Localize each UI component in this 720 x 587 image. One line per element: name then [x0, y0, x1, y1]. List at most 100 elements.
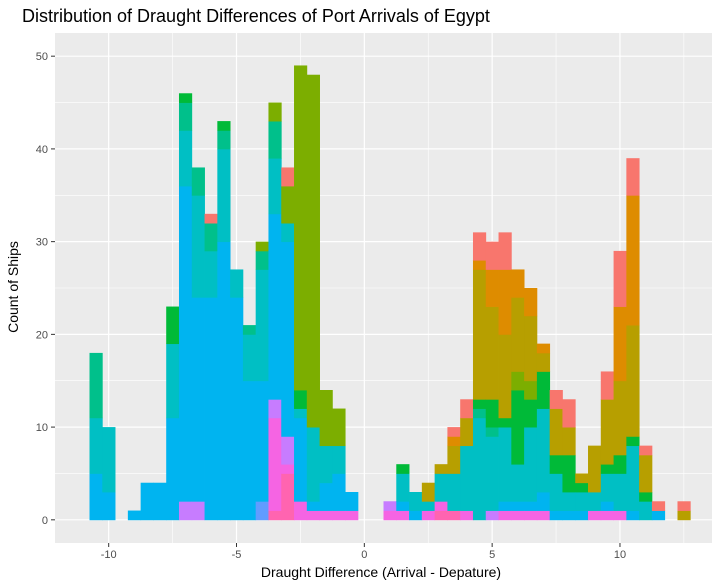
histogram-bar-segment [447, 427, 461, 437]
histogram-bar-segment [332, 408, 346, 447]
y-tick-label: 50 [36, 51, 48, 63]
histogram-bar-segment [294, 65, 308, 391]
histogram-bar-segment [421, 482, 436, 502]
histogram-bar-segment [421, 510, 436, 521]
histogram-bar-segment [434, 473, 448, 502]
histogram-bar-segment [575, 492, 589, 511]
histogram-bar-segment [511, 510, 525, 521]
histogram-bar-segment [536, 492, 551, 511]
histogram-bar-segment [383, 501, 397, 511]
histogram-bar-segment [600, 501, 614, 511]
histogram-bar-segment [255, 269, 269, 382]
histogram-bar-segment [268, 158, 282, 215]
histogram-bar-segment [677, 510, 691, 521]
histogram-bar-segment [485, 510, 499, 521]
histogram-bar-segment [89, 417, 103, 474]
histogram-bar-segment [588, 510, 602, 521]
histogram-bar-segment [447, 473, 461, 511]
histogram-bar-segment [242, 334, 257, 382]
histogram-bar-segment [511, 501, 525, 511]
histogram-bar-segment [524, 380, 538, 400]
x-tick-label: 5 [489, 549, 495, 561]
histogram-bar-segment [562, 492, 576, 511]
histogram-bar-segment [651, 510, 666, 521]
histogram-bar-segment [204, 297, 218, 521]
histogram-bar-segment [294, 501, 308, 521]
histogram-bar-segment [498, 232, 512, 270]
histogram-bar-segment [102, 492, 116, 521]
y-tick-label: 30 [36, 237, 48, 249]
histogram-bar-segment [524, 427, 538, 502]
histogram-bar-segment [536, 343, 551, 354]
histogram-bar-segment [677, 501, 691, 511]
histogram-bar-segment [306, 427, 320, 502]
histogram-bar-segment [562, 454, 576, 493]
histogram-bar-segment [396, 464, 410, 474]
histogram-bar-segment [281, 436, 295, 465]
histogram-bar-segment [511, 390, 525, 465]
histogram-bar-segment [306, 510, 320, 521]
histogram-bar-segment [498, 501, 512, 511]
histogram-bar-segment [613, 380, 627, 456]
histogram-bar-segment [268, 399, 282, 419]
histogram-bar-segment [166, 343, 180, 419]
histogram-bar-segment [102, 427, 116, 493]
histogram-bar-segment [178, 130, 193, 187]
x-tick-label: -5 [232, 549, 242, 561]
histogram-bar-segment [511, 371, 525, 391]
histogram-bar-segment [230, 297, 244, 521]
histogram-bar-segment [409, 510, 423, 521]
histogram-bar-segment [524, 288, 538, 317]
histogram-bar-segment [600, 473, 614, 502]
histogram-bar-segment [562, 427, 576, 456]
histogram-bar-segment [460, 445, 474, 511]
histogram-bar-segment [345, 492, 359, 511]
histogram-bar-segment [421, 501, 436, 511]
histogram-bar-segment [639, 445, 653, 456]
y-axis: 0 10 20 30 40 50 [36, 51, 55, 527]
y-tick-label: 20 [36, 329, 48, 341]
histogram-bar-segment [549, 408, 563, 456]
histogram-bar-segment [536, 408, 551, 493]
histogram-bar-segment [191, 297, 205, 502]
histogram-bar-segment [626, 436, 640, 447]
histogram-bar-segment [485, 269, 499, 307]
histogram-bar-segment [562, 399, 576, 428]
histogram-bar-segment [613, 306, 627, 382]
histogram-bar-segment [332, 445, 346, 474]
histogram-bar-segment [345, 510, 359, 521]
histogram-bar-segment [294, 417, 308, 502]
histogram-bar-segment [562, 510, 576, 521]
histogram-bar-segment [549, 510, 563, 521]
histogram-bar-segment [268, 213, 282, 400]
histogram-bar-segment [460, 399, 474, 419]
histogram-bar-segment [498, 427, 512, 502]
histogram-bar-segment [626, 445, 640, 511]
histogram-bar-segment [153, 482, 167, 521]
histogram-bar-segment [178, 501, 193, 521]
histogram-bar-segment [639, 492, 653, 502]
histogram-bar-segment [626, 195, 640, 326]
histogram-bar-segment [255, 380, 269, 502]
y-tick-label: 10 [36, 422, 48, 434]
histogram-bar-segment [434, 464, 448, 474]
histogram-bar-segment [294, 408, 308, 419]
histogram-bar-segment [472, 269, 487, 400]
histogram-bar-segment [255, 250, 269, 270]
histogram-bar-segment [498, 510, 512, 521]
histogram-bar-segment [217, 241, 231, 521]
histogram-bar-segment [536, 371, 551, 409]
histogram-bar-segment [268, 417, 282, 511]
histogram-bar-segment [178, 102, 193, 131]
histogram-bar-segment [613, 454, 627, 474]
histogram-bar-segment [600, 399, 614, 465]
histogram-bar-segment [306, 501, 320, 511]
x-tick-label: 0 [361, 549, 367, 561]
histogram-bars [89, 65, 691, 521]
histogram-bar-segment [549, 473, 563, 511]
histogram-bar-segment [485, 427, 499, 437]
histogram-bar-segment [204, 250, 218, 298]
histogram-bar-segment [536, 510, 551, 521]
histogram-bar-segment [511, 297, 525, 372]
histogram-bar-segment [472, 408, 487, 419]
